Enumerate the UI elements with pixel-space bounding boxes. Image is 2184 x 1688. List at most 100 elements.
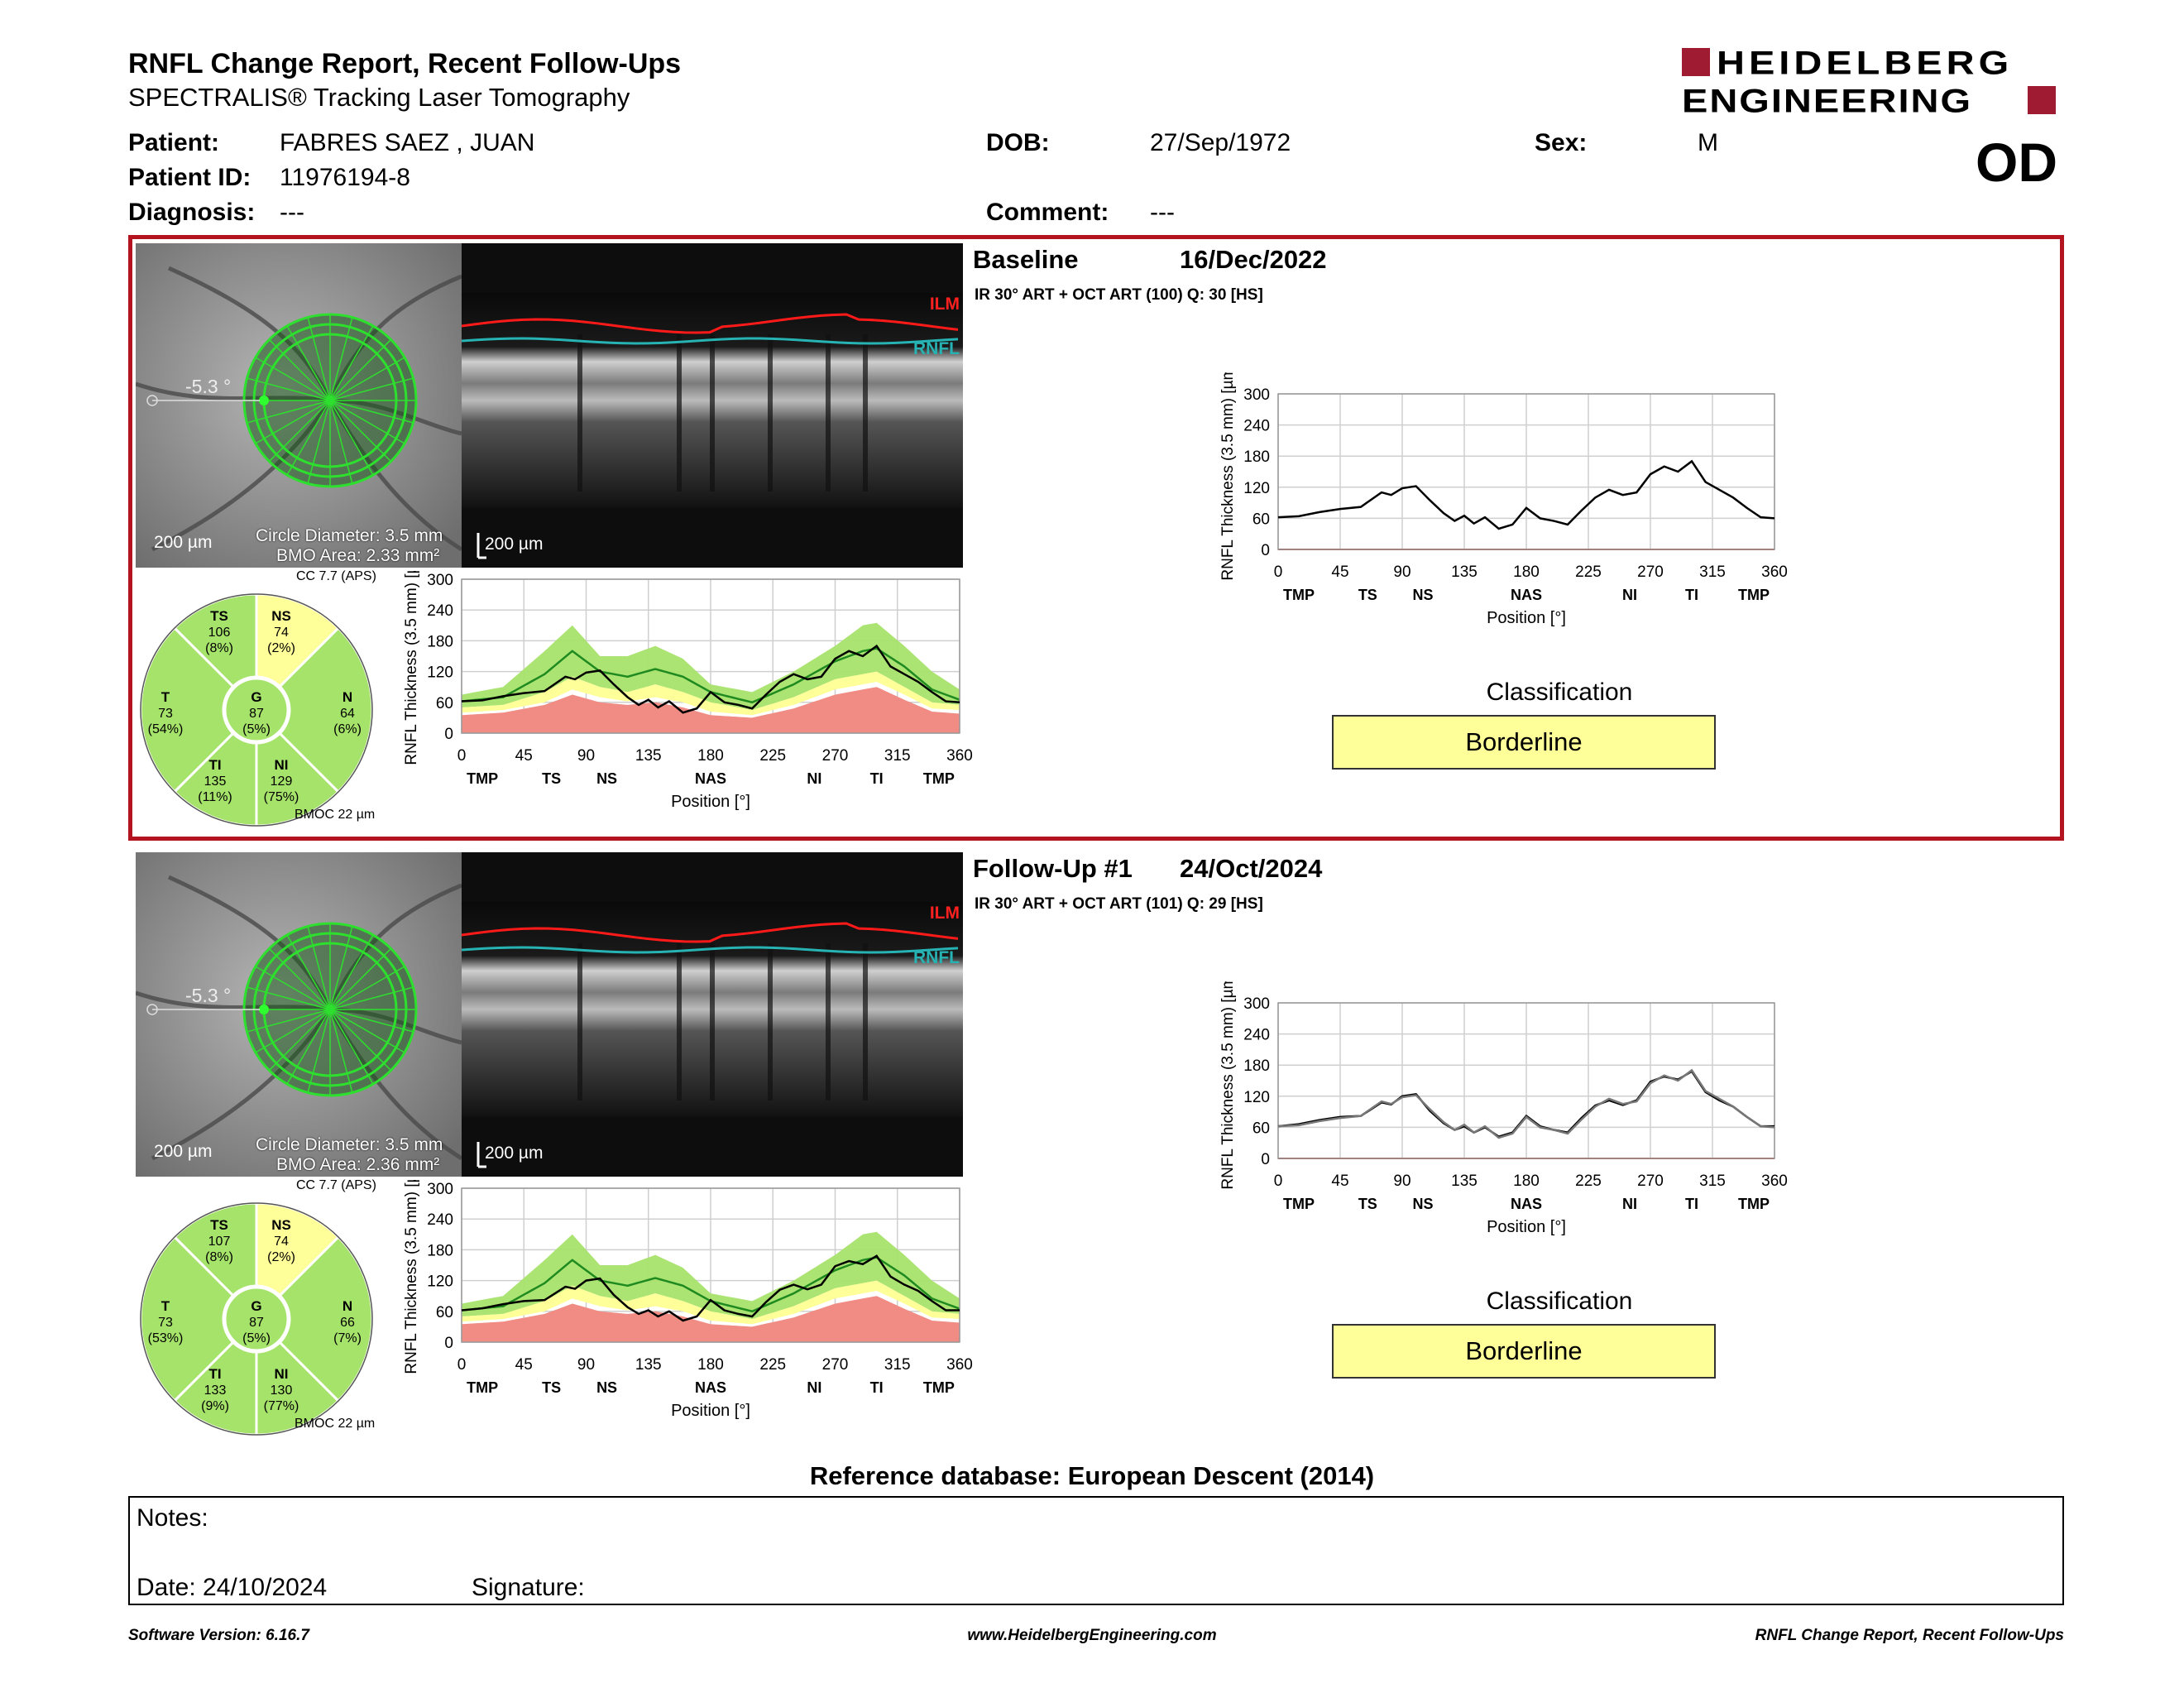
- oct-bscan-image[interactable]: ILM RNFL 200 µm: [462, 852, 963, 1177]
- oct-scale: 200 µm: [485, 535, 544, 554]
- scan-heading: Follow-Up #1: [973, 854, 1133, 883]
- fundus-angle: -5.3 °: [185, 985, 232, 1006]
- sector-axis-label: TS: [1358, 587, 1377, 603]
- y-tick-label: 300: [427, 572, 453, 589]
- fundus-image[interactable]: -5.3 ° 200 µm Circle Diameter: 3.5 mm BMO A…: [136, 852, 462, 1177]
- signature-label: Signature:: [472, 1574, 585, 1601]
- plot-frame: [1277, 1002, 1775, 1159]
- y-tick-label: 120: [427, 1273, 453, 1291]
- fundus-svg: [136, 852, 462, 1177]
- heidelberg-logo: HEIDELBERG ENGINEERING: [1682, 44, 2071, 119]
- sector-axis-label: TI: [870, 1379, 884, 1396]
- x-tick-label: 135: [1451, 1172, 1478, 1190]
- fundus-angle: -5.3 °: [185, 376, 232, 397]
- software-version: Software Version: 6.16.7: [128, 1627, 309, 1644]
- sector-ts-pct: (8%): [205, 641, 233, 655]
- baseline-selected-frame: [128, 235, 2064, 841]
- scan-pattern-overlay: [242, 313, 418, 488]
- sector-n-value: 64: [340, 707, 355, 721]
- x-tick-label: 315: [884, 747, 911, 765]
- y-axis-title: RNFL Thickness (3.5 mm) [µm]: [1219, 981, 1237, 1190]
- x-tick-label: 315: [1699, 563, 1726, 581]
- oct-scale: 200 µm: [485, 1144, 544, 1163]
- classification-result: Borderline: [1332, 715, 1716, 770]
- sector-ni-label: NI: [275, 1366, 289, 1382]
- bmoc-label: BMOC 22 µm: [295, 1417, 376, 1431]
- sector-ts-pct: (8%): [205, 1250, 233, 1264]
- sector-n-pct: (6%): [333, 722, 362, 736]
- y-tick-label: 300: [427, 1181, 453, 1198]
- sector-ti-value: 135: [204, 774, 227, 789]
- classification-title: Classification: [1486, 679, 1633, 706]
- rnfl-thickness-series-0: [1277, 459, 1775, 530]
- sector-g: [223, 1286, 290, 1352]
- report-title: RNFL Change Report, Recent Follow-Ups: [128, 48, 682, 79]
- sector-ti-label: TI: [208, 757, 221, 773]
- sector-axis-label: TMP: [467, 770, 498, 787]
- notes-label: Notes:: [136, 1504, 208, 1532]
- report-subtitle: SPECTRALIS® Tracking Laser Tomography: [128, 83, 630, 112]
- scan-pattern-overlay: [242, 922, 418, 1097]
- sector-outline: [140, 593, 373, 827]
- sector-t-pct: (53%): [148, 1331, 184, 1345]
- y-tick-label: 180: [1243, 1057, 1270, 1075]
- diagnosis-label: Diagnosis:: [128, 199, 256, 226]
- sector-ts-label: TS: [210, 1217, 228, 1233]
- baseline-scan-panel: -5.3 ° 200 µm Circle Diameter: 3.5 mm BMO A…: [132, 240, 2060, 836]
- sector-axis-label: TMP: [923, 1379, 955, 1396]
- sector-t-label: T: [161, 1298, 170, 1314]
- y-tick-label: 240: [1243, 418, 1270, 435]
- x-axis-title: Position [°]: [1487, 1218, 1566, 1236]
- sector-g-label: G: [251, 1298, 261, 1314]
- rnfl-thickness-series-0: [461, 1254, 960, 1322]
- sector-axis-label: NI: [1622, 587, 1637, 603]
- x-tick-label: 90: [577, 1356, 595, 1374]
- rnfl-profile-chart: 0 60 120 180 240 300 0 45 90 135 180 225 270 315 360 TM…: [1219, 362, 1788, 627]
- small-profile-chart: 0 60 120 180 240 300 0 45 90 135 180 225 270 315 360 TM…: [1183, 971, 1928, 1246]
- sector-ns-label: NS: [271, 1217, 291, 1233]
- x-tick-label: 225: [759, 1356, 786, 1374]
- x-tick-label: 360: [946, 1356, 973, 1374]
- sector-t-value: 73: [158, 1316, 173, 1330]
- y-tick-label: 0: [1261, 542, 1270, 559]
- sector-axis-label: TMP: [1283, 587, 1315, 603]
- patient-name: FABRES SAEZ , JUAN: [280, 129, 535, 156]
- x-tick-label: 45: [1331, 563, 1348, 581]
- sector-g-label: G: [251, 689, 261, 705]
- website-link[interactable]: www.HeidelbergEngineering.com: [967, 1627, 1217, 1644]
- sector-axis-label: TMP: [1738, 1196, 1770, 1212]
- y-tick-label: 180: [427, 1242, 453, 1259]
- rnfl-profile-chart: 0 60 120 180 240 300 0 45 90 135 180 225 270 315 360 TM…: [403, 1156, 973, 1420]
- below-normal-band: [462, 687, 960, 733]
- big-profile-chart: 0 60 120 180 240 300 0 45 90 135 180 225 270 315 360 TM…: [381, 1156, 984, 1441]
- x-tick-label: 45: [1331, 1172, 1348, 1190]
- sector-ni-value: 130: [271, 1383, 293, 1398]
- fundus-image[interactable]: -5.3 ° 200 µm Circle Diameter: 3.5 mm BMO A…: [136, 243, 462, 568]
- notes-box[interactable]: Notes: Date: 24/10/2024 Signature:: [128, 1496, 2064, 1605]
- small-profile-chart: 0 60 120 180 240 300 0 45 90 135 180 225 270 315 360 TM…: [1183, 362, 1928, 637]
- y-tick-label: 60: [1252, 511, 1270, 528]
- below-normal-band: [462, 1296, 960, 1342]
- big-profile-chart: 0 60 120 180 240 300 0 45 90 135 180 225 270 315 360 TM…: [381, 547, 984, 832]
- sector-g-pct: (5%): [242, 1331, 271, 1345]
- dob-label: DOB:: [986, 129, 1050, 156]
- sector-ns-pct: (2%): [267, 1250, 295, 1264]
- sector-axis-label: NAS: [1511, 1196, 1542, 1212]
- fundus-scale: 200 µm: [154, 1142, 213, 1161]
- x-tick-label: 0: [457, 747, 467, 765]
- x-tick-label: 0: [457, 1356, 467, 1374]
- circle-diameter: Circle Diameter: 3.5 mm: [256, 526, 443, 545]
- oct-bscan-svg: [462, 243, 963, 568]
- oct-bscan-image[interactable]: ILM RNFL 200 µm: [462, 243, 963, 568]
- sector-circle-chart: TS 107(8%) NS 74(2%) T 73(53%) G 87(5%) N 66(7%) T…: [139, 1201, 374, 1436]
- scan-heading: Baseline: [973, 245, 1079, 274]
- x-tick-label: 315: [884, 1356, 911, 1374]
- rnfl-thickness-series-1: [1277, 1068, 1775, 1139]
- sector-axis-label: NI: [1622, 1196, 1637, 1212]
- x-axis-title: Position [°]: [671, 1402, 750, 1420]
- sector-axis-label: NS: [596, 770, 617, 787]
- followup-scan-panel: -5.3 ° 200 µm Circle Diameter: 3.5 mm BMO A…: [132, 849, 2060, 1445]
- sector-axis-label: NI: [807, 1379, 821, 1396]
- sector-ti-pct: (11%): [198, 790, 232, 804]
- scan-date: 24/Oct/2024: [1180, 854, 1323, 883]
